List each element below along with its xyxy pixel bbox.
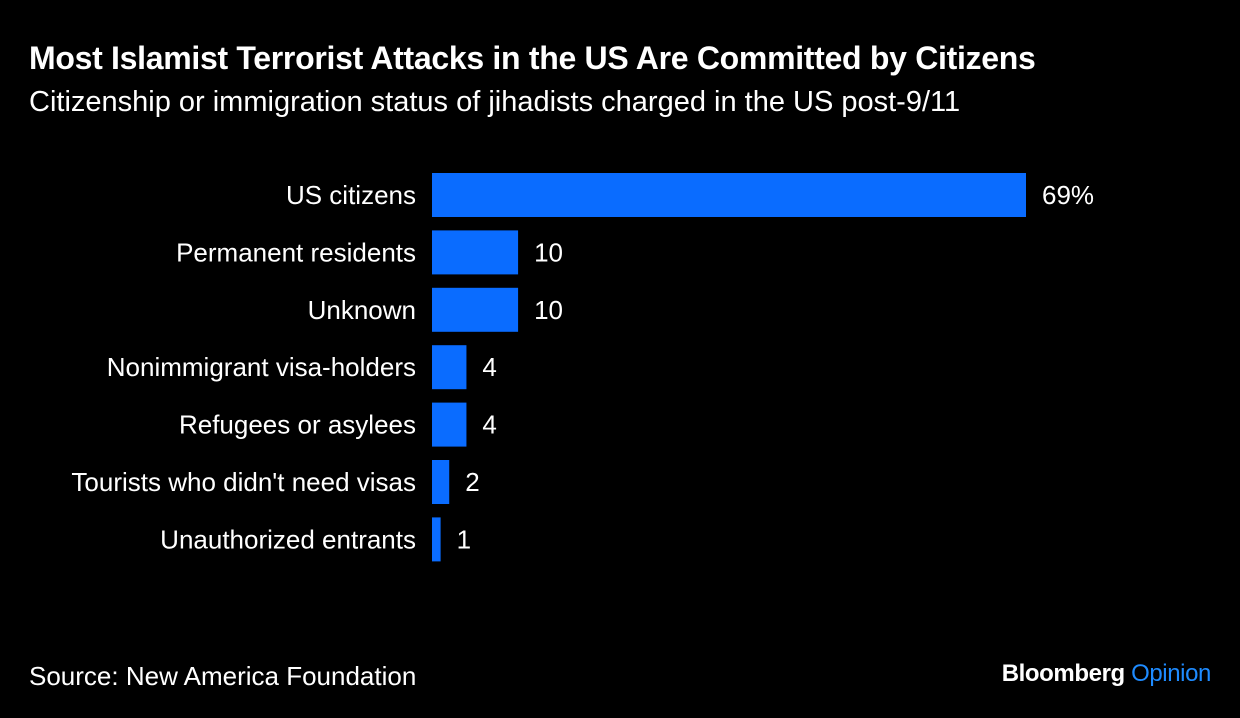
brand-logo: Bloomberg Opinion (1001, 660, 1212, 688)
brand-name: Bloomberg (1001, 660, 1125, 687)
bar-chart: US citizens 69% Permanent residents 10 Unkno… (71, 173, 1094, 562)
chart-subtitle: Citizenship or immigration status of jih… (29, 86, 961, 118)
value-label: 10 (534, 237, 563, 267)
bar (432, 517, 441, 562)
category-label: Refugees or asylees (179, 410, 416, 440)
bar (432, 345, 467, 390)
chart-title: Most Islamist Terrorist Attacks in the U… (29, 40, 1036, 76)
bar (432, 173, 1026, 217)
value-label: 4 (482, 352, 496, 382)
value-label: 1 (457, 524, 471, 554)
value-label: 2 (465, 467, 479, 497)
bar (432, 402, 467, 447)
category-label: Tourists who didn't need visas (71, 467, 416, 497)
category-label: Unauthorized entrants (160, 524, 416, 554)
category-label: Nonimmigrant visa-holders (107, 352, 416, 382)
bar (432, 287, 519, 332)
value-label: 10 (534, 295, 563, 325)
value-label: 4 (482, 410, 496, 440)
value-label: 69% (1042, 180, 1094, 210)
category-label: Permanent residents (176, 237, 416, 267)
category-label: US citizens (286, 180, 416, 210)
brand-section: Opinion (1131, 660, 1211, 687)
category-label: Unknown (308, 295, 416, 325)
source-note: Source: New America Foundation (29, 661, 417, 691)
bar (432, 460, 450, 504)
bar (432, 230, 519, 275)
